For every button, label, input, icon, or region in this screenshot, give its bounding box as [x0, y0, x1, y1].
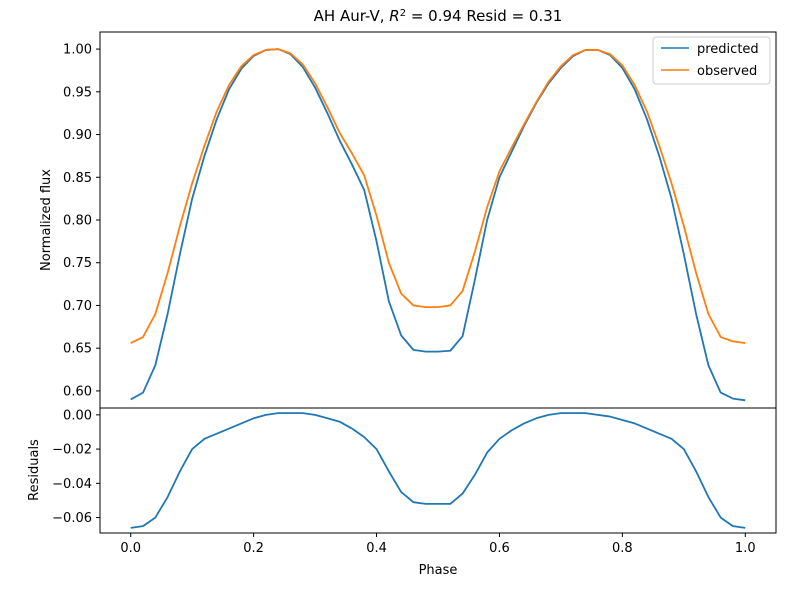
bottom-y-axis-label: Residuals — [27, 439, 42, 501]
top-y-tick-label: 0.90 — [63, 128, 92, 143]
top-y-ticks: 0.60 0.65 0.70 0.75 0.80 0.85 0.90 0.95 1.00 — [63, 43, 100, 399]
bottom-series-residuals — [130, 412, 746, 529]
legend: predicted observed — [652, 36, 771, 85]
bottom-y-ticks: 0.00 −0.02 −0.04 −0.06 — [52, 408, 100, 526]
top-y-tick-label: 0.65 — [63, 342, 92, 357]
bottom-y-tick-label: −0.06 — [52, 511, 92, 526]
top-y-axis-label: Normalized flux — [39, 169, 54, 271]
top-series — [130, 48, 746, 402]
bottom-y-tick-label: −0.04 — [52, 477, 92, 492]
bottom-panel: 0.00 −0.02 −0.04 −0.06 Residuals — [27, 407, 777, 534]
top-y-tick-label: 0.70 — [63, 299, 92, 314]
bottom-y-tick-label: −0.02 — [52, 443, 92, 458]
top-panel: 0.60 0.65 0.70 0.75 0.80 0.85 0.90 0.95 1.00 Nor… — [39, 31, 777, 409]
top-y-tick-label: 0.85 — [63, 171, 92, 186]
chart-title: AH Aur-V, R2 = 0.94 Resid = 0.31 — [314, 7, 563, 25]
top-series-predicted — [130, 48, 746, 402]
bottom-series — [130, 412, 746, 529]
x-tick-label: 0.4 — [366, 541, 387, 556]
legend-label-predicted: predicted — [697, 42, 759, 57]
top-y-tick-label: 0.80 — [63, 214, 92, 229]
x-tick-label: 1.0 — [735, 541, 756, 556]
top-y-tick-label: 1.00 — [63, 43, 92, 58]
bottom-y-tick-label: 0.00 — [63, 408, 92, 423]
x-tick-label: 0.2 — [243, 541, 264, 556]
top-series-observed — [130, 48, 746, 344]
x-ticks: 0.0 0.2 0.4 0.6 0.8 1.0 — [120, 533, 756, 556]
legend-label-observed: observed — [697, 64, 757, 79]
bottom-panel-frame — [99, 407, 777, 534]
top-y-tick-label: 0.60 — [63, 384, 92, 399]
x-tick-label: 0.6 — [489, 541, 510, 556]
x-tick-label: 0.0 — [120, 541, 141, 556]
x-tick-label: 0.8 — [612, 541, 633, 556]
x-axis-label: Phase — [419, 563, 458, 578]
top-y-tick-label: 0.95 — [63, 85, 92, 100]
top-y-tick-label: 0.75 — [63, 256, 92, 271]
